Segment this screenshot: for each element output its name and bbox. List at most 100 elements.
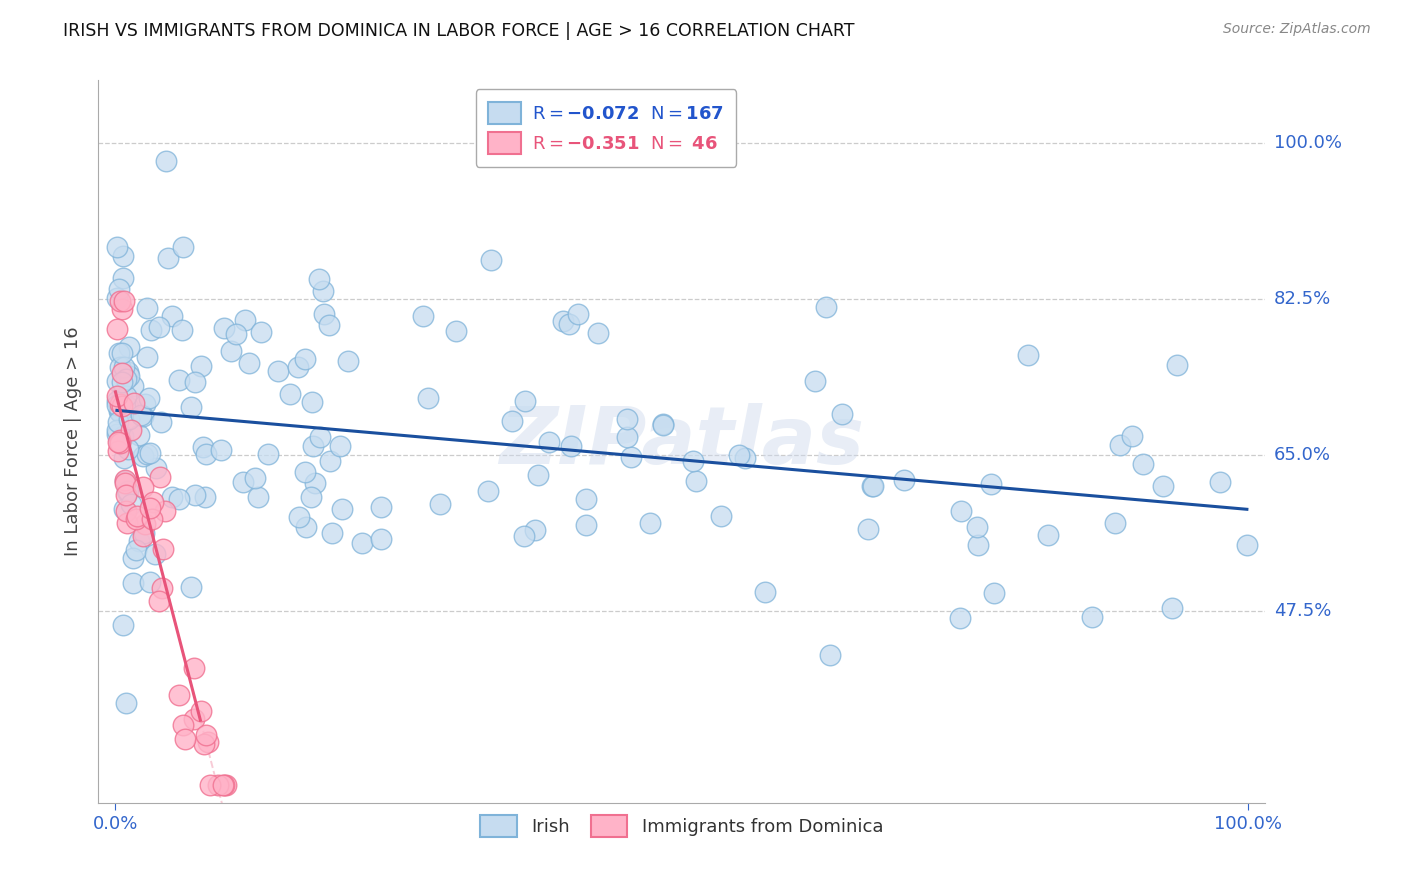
Point	[183, 712, 205, 726]
Point	[184, 488, 207, 502]
Point	[966, 519, 988, 533]
Point	[117, 442, 139, 456]
Point	[105, 394, 128, 409]
Point	[132, 449, 155, 463]
Point	[172, 240, 194, 254]
Point	[112, 359, 135, 374]
Point	[860, 479, 883, 493]
Point	[198, 778, 221, 792]
Point	[149, 470, 172, 484]
Point	[111, 386, 134, 401]
Point	[1104, 516, 1126, 531]
Point	[125, 508, 148, 523]
Point	[111, 399, 134, 413]
Point	[108, 433, 131, 447]
Point	[588, 326, 610, 340]
Text: 82.5%: 82.5%	[1274, 290, 1331, 308]
Point	[575, 517, 598, 532]
Point	[167, 688, 190, 702]
Point	[638, 516, 661, 530]
Point	[567, 307, 589, 321]
Point	[309, 429, 332, 443]
Point	[308, 272, 330, 286]
Point	[138, 391, 160, 405]
Point	[174, 731, 197, 746]
Point	[139, 446, 162, 460]
Point	[114, 503, 136, 517]
Point	[818, 648, 841, 662]
Point	[112, 451, 135, 466]
Point	[311, 284, 333, 298]
Point	[477, 484, 499, 499]
Point	[150, 581, 173, 595]
Point	[152, 542, 174, 557]
Point	[132, 480, 155, 494]
Point	[111, 346, 134, 360]
Point	[1166, 358, 1188, 372]
Point	[148, 594, 170, 608]
Point	[108, 294, 131, 309]
Point	[167, 373, 190, 387]
Point	[350, 535, 373, 549]
Point	[312, 307, 335, 321]
Point	[238, 356, 260, 370]
Point	[115, 389, 138, 403]
Point	[685, 474, 707, 488]
Point	[575, 491, 598, 506]
Point	[128, 428, 150, 442]
Point	[288, 509, 311, 524]
Point	[1132, 457, 1154, 471]
Point	[143, 547, 166, 561]
Point	[112, 502, 135, 516]
Point	[501, 414, 523, 428]
Point	[129, 408, 152, 422]
Point	[967, 538, 990, 552]
Point	[266, 363, 288, 377]
Point	[112, 429, 135, 443]
Point	[479, 253, 502, 268]
Point	[983, 586, 1005, 600]
Text: IRISH VS IMMIGRANTS FROM DOMINICA IN LABOR FORCE | AGE > 16 CORRELATION CHART: IRISH VS IMMIGRANTS FROM DOMINICA IN LAB…	[63, 22, 855, 40]
Point	[125, 512, 148, 526]
Point	[235, 313, 257, 327]
Point	[139, 575, 162, 590]
Point	[124, 543, 146, 558]
Point	[108, 346, 131, 360]
Point	[114, 697, 136, 711]
Point	[105, 398, 128, 412]
Point	[122, 395, 145, 409]
Point	[194, 728, 217, 742]
Point	[831, 407, 853, 421]
Point	[651, 418, 673, 433]
Point	[183, 660, 205, 674]
Point	[215, 778, 238, 792]
Point	[197, 735, 219, 749]
Point	[120, 423, 142, 437]
Point	[243, 471, 266, 485]
Point	[682, 454, 704, 468]
Point	[321, 525, 343, 540]
Point	[107, 444, 129, 458]
Point	[112, 294, 135, 309]
Point	[370, 500, 392, 515]
Point	[194, 447, 217, 461]
Point	[148, 320, 170, 334]
Point	[122, 576, 145, 591]
Point	[513, 394, 536, 409]
Point	[115, 487, 138, 501]
Point	[319, 454, 342, 468]
Point	[249, 326, 271, 340]
Point	[551, 314, 574, 328]
Point	[294, 465, 316, 479]
Point	[278, 386, 301, 401]
Point	[949, 611, 972, 625]
Point	[111, 270, 134, 285]
Point	[893, 473, 915, 487]
Point	[118, 340, 141, 354]
Point	[183, 375, 205, 389]
Point	[180, 580, 202, 594]
Point	[302, 439, 325, 453]
Point	[804, 374, 827, 388]
Point	[172, 323, 194, 337]
Point	[107, 434, 129, 448]
